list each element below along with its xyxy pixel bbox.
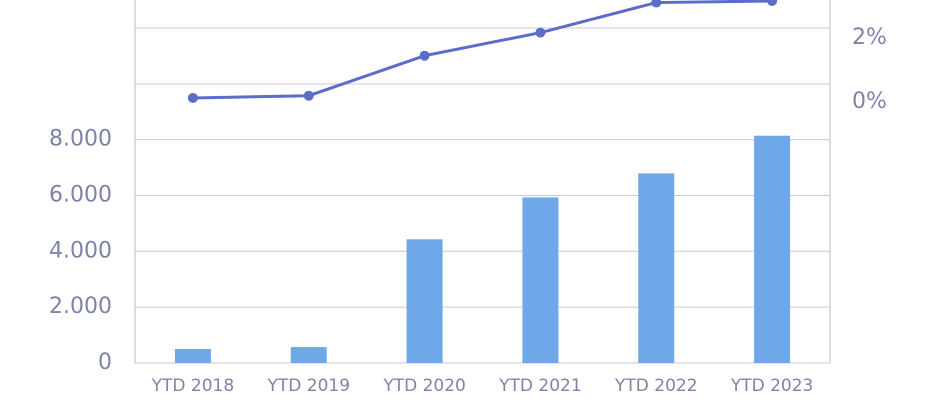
x-tick-label: YTD 2018 bbox=[151, 376, 235, 396]
line-point bbox=[303, 90, 314, 101]
y-tick-label: 8.000 bbox=[49, 127, 112, 152]
line-point bbox=[187, 92, 198, 103]
x-tick-label: YTD 2020 bbox=[382, 376, 466, 396]
y-tick-label: 6.000 bbox=[49, 182, 112, 207]
x-tick-label: YTD 2019 bbox=[266, 376, 350, 396]
bar bbox=[290, 347, 327, 363]
x-tick-label: YTD 2023 bbox=[730, 376, 814, 396]
y2-tick-label: 2% bbox=[852, 25, 887, 50]
bar bbox=[522, 197, 559, 363]
line-point bbox=[419, 50, 430, 61]
bar bbox=[754, 135, 791, 363]
line bbox=[192, 0, 773, 100]
y-tick-label: 2.000 bbox=[49, 294, 112, 319]
line-point bbox=[651, 0, 662, 8]
x-tick-label: YTD 2022 bbox=[614, 376, 698, 396]
y-tick-label: 4.000 bbox=[49, 238, 112, 263]
line-point bbox=[767, 0, 778, 6]
bar bbox=[638, 173, 675, 363]
y-tick-label: 0 bbox=[98, 350, 112, 375]
line-point bbox=[535, 27, 546, 38]
bar bbox=[406, 239, 443, 363]
bar bbox=[174, 349, 211, 363]
x-tick-label: YTD 2021 bbox=[498, 376, 582, 396]
y2-tick-label: 0% bbox=[852, 89, 887, 114]
